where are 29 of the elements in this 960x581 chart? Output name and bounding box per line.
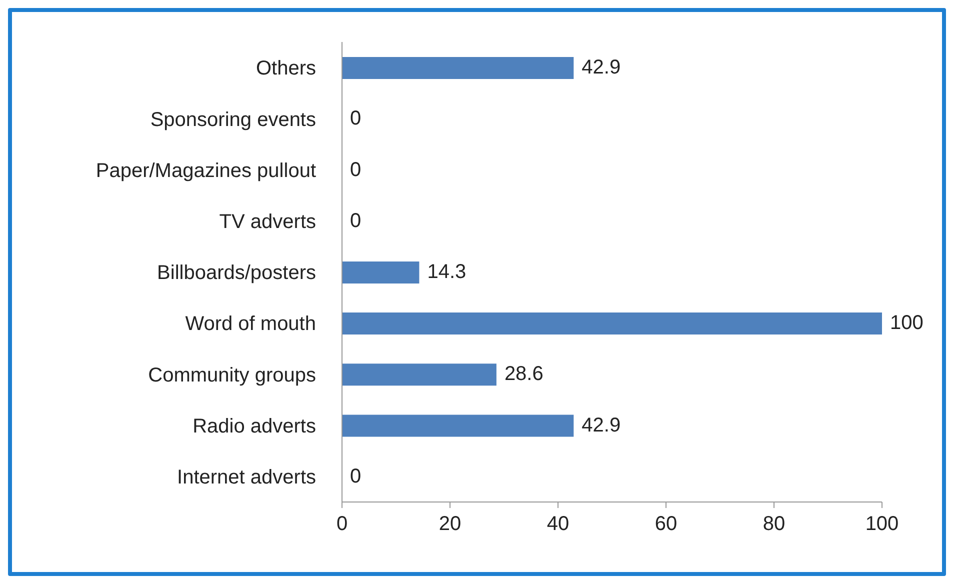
x-tick-label: 80 [762, 513, 786, 536]
y-tick-label: Community groups [148, 364, 316, 386]
data-label: 14.3 [427, 261, 466, 283]
x-tick-label: 100 [865, 513, 899, 536]
y-tick-label: Paper/Magazines pullout [96, 160, 316, 182]
bar [342, 364, 496, 386]
data-label: 42.9 [582, 56, 621, 79]
data-label: 0 [350, 210, 362, 232]
x-tick-label: 40 [546, 513, 570, 536]
y-tick-label: Others [256, 58, 316, 80]
data-label: 0 [350, 158, 362, 181]
data-label: 42.9 [582, 414, 621, 436]
data-label: 100 [890, 312, 924, 334]
data-label: 0 [350, 108, 362, 130]
y-tick-label: Radio adverts [192, 415, 316, 438]
bar [342, 261, 420, 284]
bar [342, 414, 574, 437]
x-tick-label: 0 [336, 513, 348, 536]
y-tick-label: Billboards/posters [157, 262, 316, 284]
y-tick-label: Internet adverts [177, 466, 316, 489]
data-label: 28.6 [504, 363, 544, 386]
x-tick-label: 60 [654, 513, 678, 536]
y-tick-label: TV adverts [219, 210, 316, 233]
data-label: 0 [350, 465, 362, 488]
bar [342, 312, 882, 335]
y-tick-label: Sponsoring events [150, 108, 316, 131]
bar [342, 57, 574, 79]
x-tick-label: 20 [438, 513, 462, 536]
y-tick-label: Word of mouth [185, 313, 316, 336]
